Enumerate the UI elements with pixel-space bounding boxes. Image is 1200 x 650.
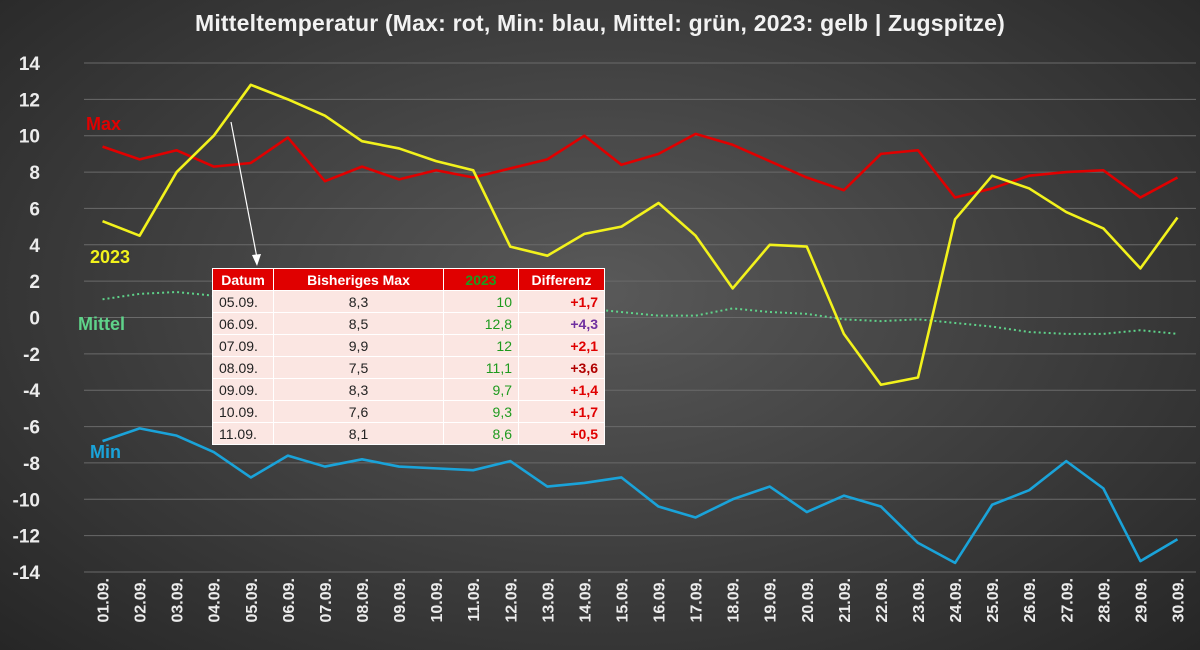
y-tick-label: 8 (29, 163, 40, 184)
x-tick-label: 30.09. (1170, 578, 1187, 622)
y-tick-label: -8 (23, 454, 40, 475)
cell-max: 8,3 (273, 378, 444, 401)
x-tick-label: 24.09. (948, 578, 965, 622)
table-row: 07.09. 9,9 12 +2,1 (212, 334, 605, 357)
cell-datum: 10.09. (212, 400, 274, 423)
x-tick-label: 29.09. (1133, 578, 1150, 622)
x-tick-label: 03.09. (170, 578, 187, 622)
y-tick-label: 14 (19, 54, 41, 75)
y-tick-label: 12 (19, 90, 40, 111)
series-line-2023 (102, 83, 1179, 387)
cell-max: 7,6 (273, 400, 444, 423)
cell-max: 8,3 (273, 290, 444, 313)
cell-diff: +1,4 (518, 378, 605, 401)
x-tick-label: 04.09. (207, 578, 224, 622)
table-header-row: Datum Bisheriges Max 2023 Differenz (212, 268, 605, 291)
x-tick-label: 07.09. (318, 578, 335, 622)
cell-max: 8,5 (273, 312, 444, 335)
x-tick-label: 27.09. (1059, 578, 1076, 622)
table-row: 11.09. 8,1 8,6 +0,5 (212, 422, 605, 445)
table-row: 08.09. 7,5 11,1 +3,6 (212, 356, 605, 379)
x-tick-label: 02.09. (133, 578, 150, 622)
cell-datum: 06.09. (212, 312, 274, 335)
cell-2023: 8,6 (443, 422, 519, 445)
col-header-datum: Datum (212, 268, 274, 291)
series-label-2023: 2023 (90, 247, 130, 267)
record-table: Datum Bisheriges Max 2023 Differenz 05.0… (212, 268, 605, 445)
table-row: 10.09. 7,6 9,3 +1,7 (212, 400, 605, 423)
col-header-bisheriges-max: Bisheriges Max (273, 268, 444, 291)
x-tick-label: 17.09. (689, 578, 706, 622)
table-row: 06.09. 8,5 12,8 +4,3 (212, 312, 605, 335)
cell-max: 7,5 (273, 356, 444, 379)
x-tick-label: 19.09. (763, 578, 780, 622)
col-header-differenz: Differenz (518, 268, 605, 291)
x-tick-label: 23.09. (911, 578, 928, 622)
cell-2023: 10 (443, 290, 519, 313)
x-tick-label: 18.09. (726, 578, 743, 622)
cell-max: 9,9 (273, 334, 444, 357)
series-labels: Max 2023 Mittel Min (78, 114, 130, 462)
y-tick-label: -4 (23, 381, 40, 402)
x-tick-label: 20.09. (800, 578, 817, 622)
x-tick-label: 05.09. (244, 578, 261, 622)
y-tick-label: -2 (23, 345, 40, 366)
x-tick-label: 14.09. (577, 578, 594, 622)
x-tick-label: 11.09. (466, 578, 483, 622)
x-tick-label: 13.09. (540, 578, 557, 622)
x-tick-label: 09.09. (392, 578, 409, 622)
annotation-arrow (230, 121, 261, 266)
y-axis: 14 12 10 8 6 4 2 0 -2 -4 -6 -8 -10 -12 -14 (13, 54, 41, 584)
cell-datum: 09.09. (212, 378, 274, 401)
x-tick-label: 25.09. (985, 578, 1002, 622)
y-tick-label: 4 (29, 236, 40, 257)
x-tick-label: 06.09. (281, 578, 298, 622)
cell-2023: 9,3 (443, 400, 519, 423)
cell-2023: 12,8 (443, 312, 519, 335)
x-tick-label: 12.09. (503, 578, 520, 622)
series-label-min: Min (90, 442, 121, 462)
col-header-2023: 2023 (443, 268, 519, 291)
x-tick-label: 21.09. (837, 578, 854, 622)
series-label-max: Max (86, 114, 121, 134)
chart-title: Mitteltemperatur (Max: rot, Min: blau, M… (194, 10, 1006, 36)
cell-datum: 07.09. (212, 334, 274, 357)
table-row: 05.09. 8,3 10 +1,7 (212, 290, 605, 313)
x-tick-label: 08.09. (355, 578, 372, 622)
x-tick-label: 22.09. (874, 578, 891, 622)
y-tick-label: -14 (13, 563, 41, 584)
x-tick-label: 01.09. (96, 578, 113, 622)
cell-max: 8,1 (273, 422, 444, 445)
cell-diff: +1,7 (518, 400, 605, 423)
cell-diff: +3,6 (518, 356, 605, 379)
y-tick-label: 6 (29, 199, 40, 220)
table-row: 09.09. 8,3 9,7 +1,4 (212, 378, 605, 401)
x-tick-label: 10.09. (429, 578, 446, 622)
y-tick-label: -10 (13, 490, 40, 511)
cell-datum: 08.09. (212, 356, 274, 379)
series-label-mittel: Mittel (78, 314, 125, 334)
series-line-min (102, 427, 1179, 565)
cell-2023: 11,1 (443, 356, 519, 379)
cell-diff: +4,3 (518, 312, 605, 335)
x-tick-label: 16.09. (652, 578, 669, 622)
y-tick-label: 0 (29, 309, 40, 330)
x-axis: 01.09. 02.09. 03.09. 04.09. 05.09. 06.09. 07.0… (96, 578, 1188, 622)
cell-datum: 11.09. (212, 422, 274, 445)
cell-diff: +2,1 (518, 334, 605, 357)
y-tick-label: -6 (23, 418, 40, 439)
y-tick-label: -12 (13, 527, 40, 548)
x-tick-label: 28.09. (1096, 578, 1113, 622)
y-tick-label: 10 (19, 127, 40, 148)
y-tick-label: 2 (29, 272, 40, 293)
x-tick-label: 26.09. (1022, 578, 1039, 622)
cell-diff: +0,5 (518, 422, 605, 445)
cell-2023: 12 (443, 334, 519, 357)
series-line-max (102, 132, 1179, 199)
cell-datum: 05.09. (212, 290, 274, 313)
x-tick-label: 15.09. (614, 578, 631, 622)
cell-diff: +1,7 (518, 290, 605, 313)
cell-2023: 9,7 (443, 378, 519, 401)
